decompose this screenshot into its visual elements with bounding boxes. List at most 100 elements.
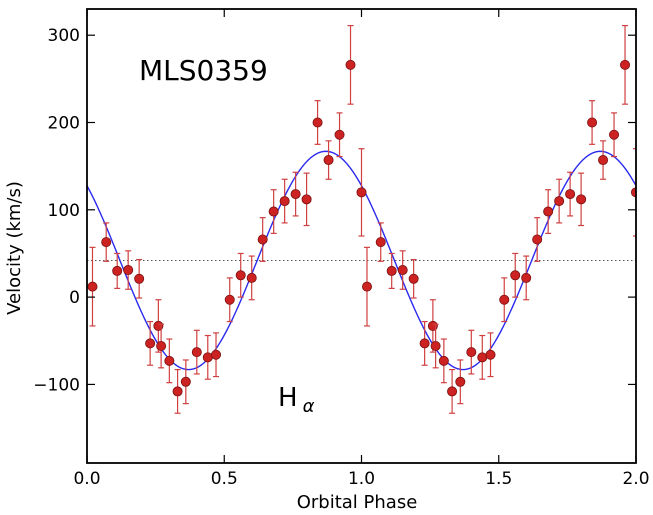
annotation-main: H <box>278 383 298 413</box>
point-marker <box>323 155 334 166</box>
point-marker <box>180 376 191 387</box>
y-tick-label: 200 <box>48 114 80 134</box>
point-marker <box>101 237 112 248</box>
point-marker <box>235 270 246 281</box>
data-point <box>112 252 123 289</box>
data-point <box>587 100 598 145</box>
point-marker <box>438 355 449 366</box>
x-tick-label: 2.0 <box>622 469 649 489</box>
plot-content <box>87 24 636 414</box>
data-point <box>134 258 145 299</box>
point-marker <box>345 59 356 70</box>
x-tick-label: 0.0 <box>73 469 100 489</box>
data-point <box>172 368 183 414</box>
data-point <box>87 246 98 327</box>
point-marker <box>510 270 521 281</box>
point-marker <box>134 273 145 284</box>
data-point <box>211 332 222 378</box>
data-point <box>447 368 458 414</box>
point-marker <box>485 349 496 360</box>
data-point <box>268 189 279 234</box>
point-marker <box>156 341 167 352</box>
x-tick-label: 1.5 <box>485 469 512 489</box>
point-marker <box>172 386 183 397</box>
data-point <box>620 24 631 105</box>
data-point <box>202 334 213 380</box>
data-point <box>301 172 312 227</box>
x-tick-label: 1.0 <box>348 469 375 489</box>
point-marker <box>554 196 565 207</box>
point-marker <box>397 265 408 276</box>
data-point <box>554 178 565 224</box>
point-marker <box>466 347 477 358</box>
x-tick-label: 0.5 <box>211 469 238 489</box>
data-point <box>145 320 156 366</box>
data-point <box>164 338 175 384</box>
data-point <box>312 100 323 145</box>
data-point <box>438 338 449 384</box>
point-marker <box>268 206 279 217</box>
chart-title: MLS0359 <box>139 54 268 87</box>
data-point <box>386 252 397 289</box>
point-marker <box>211 349 222 360</box>
data-point <box>609 112 620 158</box>
point-marker <box>521 272 532 283</box>
y-tick-label: 0 <box>69 288 80 308</box>
axes-layer: 0.0 0.5 1.0 1.5 2.0 −100 0 100 200 300 <box>33 8 650 489</box>
point-marker <box>598 155 609 166</box>
point-marker <box>532 234 543 245</box>
data-point <box>543 189 554 234</box>
point-marker <box>361 281 372 292</box>
data-point <box>323 140 334 180</box>
y-tick-label: 300 <box>48 26 80 46</box>
data-point <box>408 258 419 299</box>
point-marker <box>257 234 268 245</box>
point-marker <box>301 194 312 205</box>
point-marker <box>499 294 510 305</box>
point-marker <box>246 272 257 283</box>
data-point <box>485 332 496 378</box>
y-axis-label: Velocity (km/s) <box>4 181 25 315</box>
data-point <box>455 359 466 405</box>
point-marker <box>87 281 98 292</box>
point-marker <box>145 338 156 349</box>
point-marker <box>312 117 323 128</box>
point-marker <box>419 338 430 349</box>
point-marker <box>587 117 598 128</box>
point-marker <box>609 129 620 140</box>
data-point <box>499 277 510 323</box>
point-marker <box>290 189 301 200</box>
data-point <box>419 320 430 366</box>
data-point <box>224 277 235 323</box>
data-point <box>101 222 112 262</box>
point-marker <box>477 352 488 363</box>
data-point <box>191 329 202 375</box>
data-point <box>532 217 543 262</box>
point-marker <box>112 265 123 276</box>
data-point <box>576 172 587 227</box>
data-point <box>257 217 268 262</box>
point-marker <box>191 347 202 358</box>
point-marker <box>202 352 213 363</box>
data-point <box>334 112 345 158</box>
data-point <box>430 323 441 369</box>
data-point <box>156 323 167 369</box>
data-point <box>123 250 134 290</box>
point-marker <box>386 265 397 276</box>
data-point <box>510 252 521 298</box>
point-marker <box>455 376 466 387</box>
y-tick-label: −100 <box>33 375 80 395</box>
point-marker <box>164 355 175 366</box>
x-axis-label: Orbital Phase <box>297 492 418 513</box>
data-point <box>466 329 477 375</box>
data-point <box>631 148 636 237</box>
point-marker <box>408 273 419 284</box>
h-alpha-annotation: H α <box>278 383 315 417</box>
data-point <box>290 171 301 217</box>
point-marker <box>576 194 587 205</box>
data-point <box>397 250 408 290</box>
point-marker <box>123 265 134 276</box>
data-point <box>598 140 609 180</box>
data-point <box>356 148 367 237</box>
